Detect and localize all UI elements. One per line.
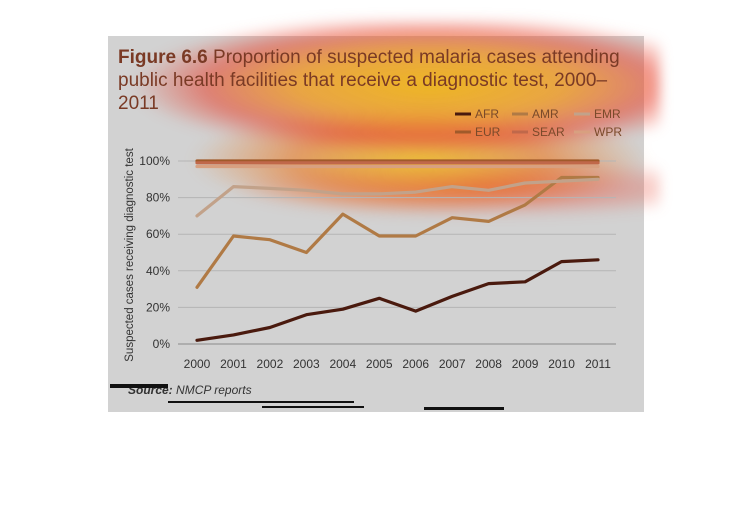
x-tick-label: 2000: [184, 357, 211, 371]
y-tick-label: 100%: [139, 154, 170, 168]
y-tick-label: 0%: [153, 337, 171, 351]
source-rule: [110, 384, 168, 388]
footer-rule-3: [424, 407, 504, 410]
y-tick-labels: 0% 20% 40% 60% 80% 100%: [139, 154, 170, 351]
figure-label: Figure 6.6: [118, 47, 208, 68]
x-tick-label: 2008: [475, 357, 502, 371]
series-line-afr: [195, 258, 600, 342]
x-tick-label: 2011: [585, 357, 611, 371]
legend-label-eur: EUR: [475, 125, 501, 139]
series-lines: [195, 159, 600, 342]
legend-label-sear: SEAR: [532, 125, 565, 139]
footer-rule-2: [262, 406, 364, 408]
x-tick-label: 2002: [257, 357, 284, 371]
footer-rule-1: [168, 401, 354, 403]
y-axis-label: Suspected cases receiving diagnostic tes…: [124, 147, 136, 361]
x-tick-labels: 2000 2001 2002 2003 2004 2005 2006 2007 2008 2009…: [184, 357, 612, 371]
y-tick-label: 40%: [146, 264, 170, 278]
y-tick-label: 20%: [146, 300, 170, 314]
x-tick-label: 2005: [366, 357, 393, 371]
figure-title: Figure 6.6 Proportion of suspected malar…: [118, 46, 638, 115]
y-tick-label: 80%: [146, 191, 170, 205]
source-text: NMCP reports: [176, 383, 252, 397]
x-tick-label: 2009: [512, 357, 539, 371]
x-tick-label: 2006: [402, 357, 429, 371]
x-tick-label: 2010: [548, 357, 575, 371]
legend-label-wpr: WPR: [594, 125, 622, 139]
x-tick-label: 2003: [293, 357, 320, 371]
x-tick-label: 2007: [439, 357, 466, 371]
y-tick-label: 60%: [146, 227, 170, 241]
x-tick-label: 2001: [220, 357, 247, 371]
x-tick-label: 2004: [329, 357, 356, 371]
